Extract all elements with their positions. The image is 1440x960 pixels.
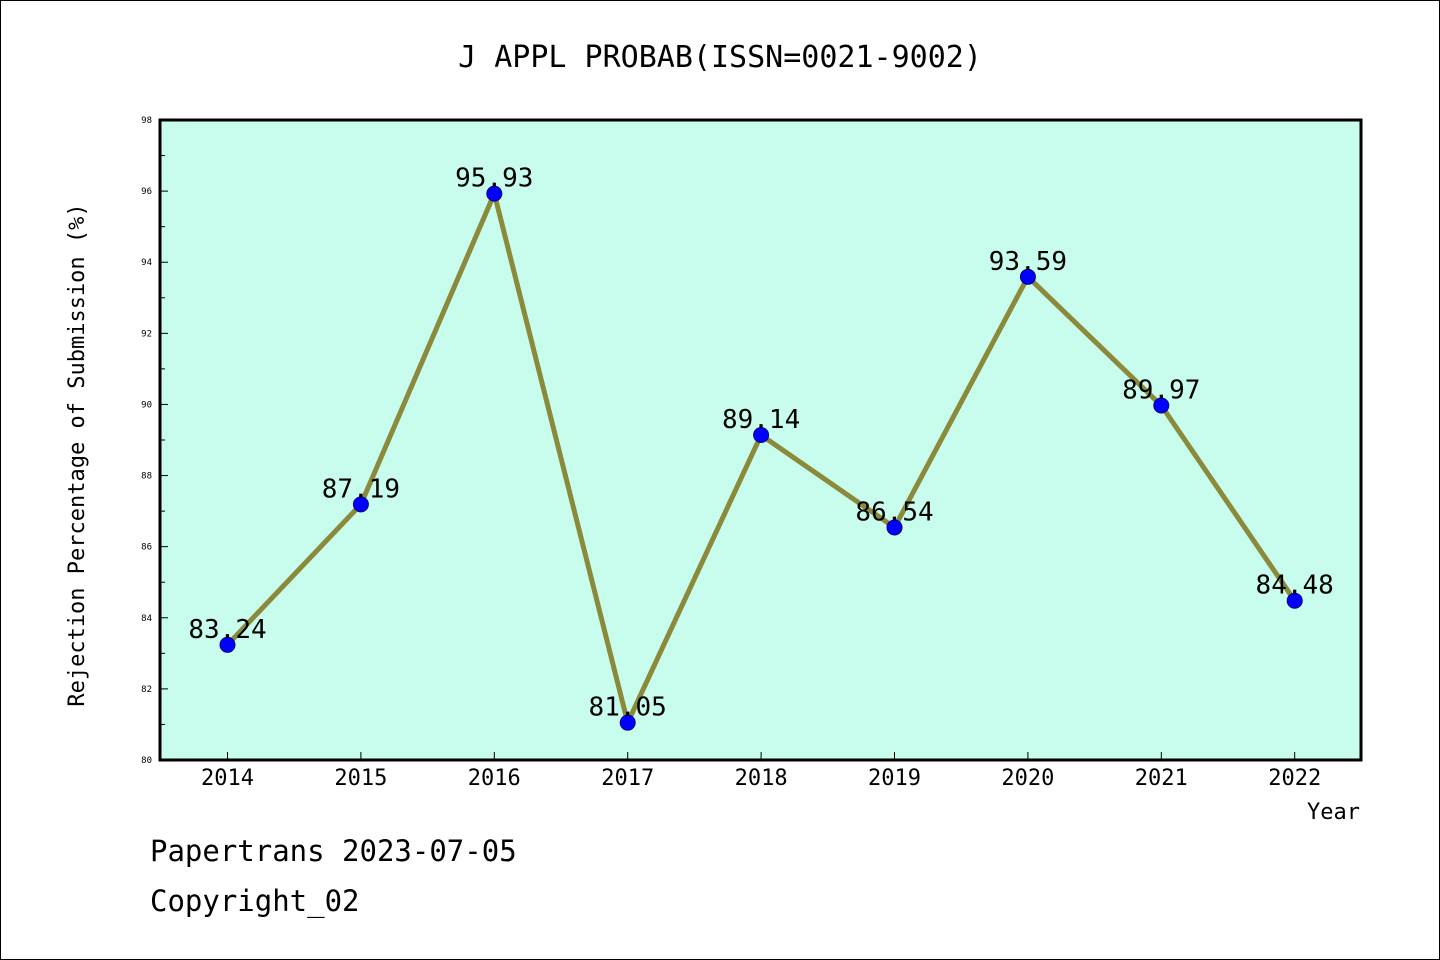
x-tick-label: 2021 — [1135, 766, 1188, 791]
footer-copyright: Copyright_02 — [150, 884, 360, 918]
x-tick-label: 2015 — [334, 766, 387, 791]
data-label: 86.54 — [855, 497, 933, 527]
data-label: 81.05 — [589, 693, 667, 723]
y-tick-label: 92 — [141, 329, 152, 339]
y-tick-label: 90 — [141, 400, 152, 410]
data-point — [1019, 268, 1036, 285]
y-tick-label: 82 — [141, 685, 152, 695]
y-tick-label: 98 — [141, 116, 152, 126]
y-tick-label: 88 — [141, 472, 152, 482]
data-point — [1153, 397, 1170, 414]
y-axis: 80 82 84 86 88 90 92 94 96 98 — [141, 116, 168, 766]
footer-date: Papertrans 2023-07-05 — [150, 834, 517, 868]
x-tick-label: 2019 — [868, 766, 921, 791]
y-tick-label: 86 — [141, 543, 152, 553]
y-tick-label: 80 — [141, 756, 152, 766]
y-axis-label: Rejection Percentage of Submission (%) — [65, 203, 90, 706]
x-tick-label: 2017 — [601, 766, 654, 791]
data-point — [352, 496, 369, 513]
x-tick-label: 2022 — [1268, 766, 1321, 791]
data-point — [219, 636, 236, 653]
data-point — [486, 185, 503, 202]
x-axis: 2014 2015 2016 2017 2018 2019 2020 2021 2022 — [201, 752, 1321, 791]
data-label: 93.59 — [989, 247, 1067, 277]
x-tick-label: 2014 — [201, 766, 254, 791]
data-point — [753, 427, 770, 444]
data-label: 95.93 — [455, 164, 533, 194]
x-tick-label: 2020 — [1001, 766, 1054, 791]
data-point — [886, 519, 903, 536]
x-tick-label: 2018 — [735, 766, 788, 791]
data-point — [619, 714, 636, 731]
y-tick-label: 84 — [141, 614, 152, 624]
x-axis-label: Year — [1307, 800, 1360, 825]
data-label: 87.19 — [322, 474, 400, 504]
y-tick-label: 96 — [141, 187, 152, 197]
data-label: 84.48 — [1256, 571, 1334, 601]
data-label: 89.97 — [1122, 376, 1200, 406]
data-label: 83.24 — [188, 615, 266, 645]
chart-title: J APPL PROBAB(ISSN=0021-9002) — [458, 40, 982, 75]
series-line-group — [219, 185, 1303, 731]
data-labels-group: 83.24 87.19 95.93 81.05 89.14 86.54 93.59 89.97… — [188, 164, 1333, 723]
data-label: 89.14 — [722, 405, 800, 435]
y-tick-label: 94 — [141, 258, 152, 268]
x-tick-label: 2016 — [468, 766, 521, 791]
data-point — [1286, 592, 1303, 609]
